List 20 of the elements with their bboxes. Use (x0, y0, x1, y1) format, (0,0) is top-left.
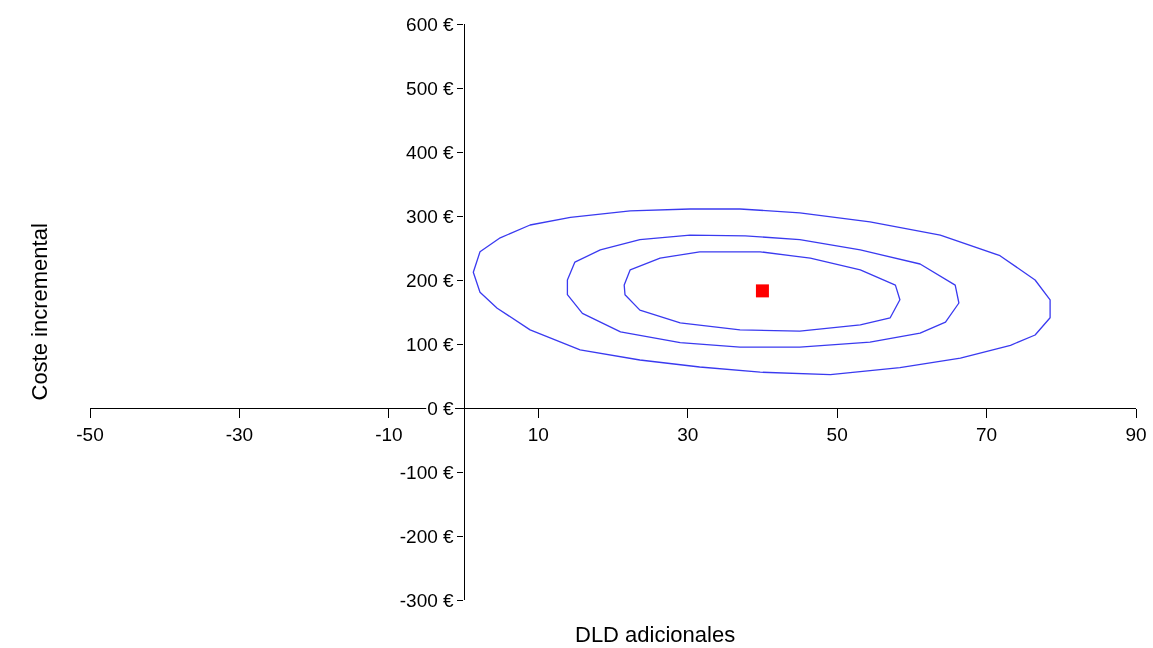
y-axis-title: Coste incremental (26, 223, 52, 401)
y-tick-label: -200 € (399, 525, 455, 547)
x-tick-label: -30 (225, 423, 254, 445)
y-tick-label: 300 € (406, 205, 455, 227)
x-tick-label: 50 (826, 423, 848, 445)
y-tick-label: 100 € (406, 333, 455, 355)
y-tick-label: -300 € (399, 589, 455, 611)
y-tick-label: 600 € (406, 13, 455, 35)
x-tick-label: 30 (677, 423, 699, 445)
x-tick-label: 10 (527, 423, 549, 445)
x-tick-label: 70 (976, 423, 998, 445)
x-tick-label: -10 (375, 423, 403, 445)
y-tick-label: 0 € (427, 397, 455, 419)
y-tick-label: 200 € (406, 269, 455, 291)
y-tick-label: 400 € (406, 141, 455, 163)
x-tick-label: 90 (1125, 423, 1147, 445)
y-tick-label: 500 € (406, 77, 455, 99)
x-axis-title: DLD adicionales (575, 622, 736, 647)
y-tick-label: -100 € (399, 461, 455, 483)
x-tick-label: -50 (76, 423, 104, 445)
